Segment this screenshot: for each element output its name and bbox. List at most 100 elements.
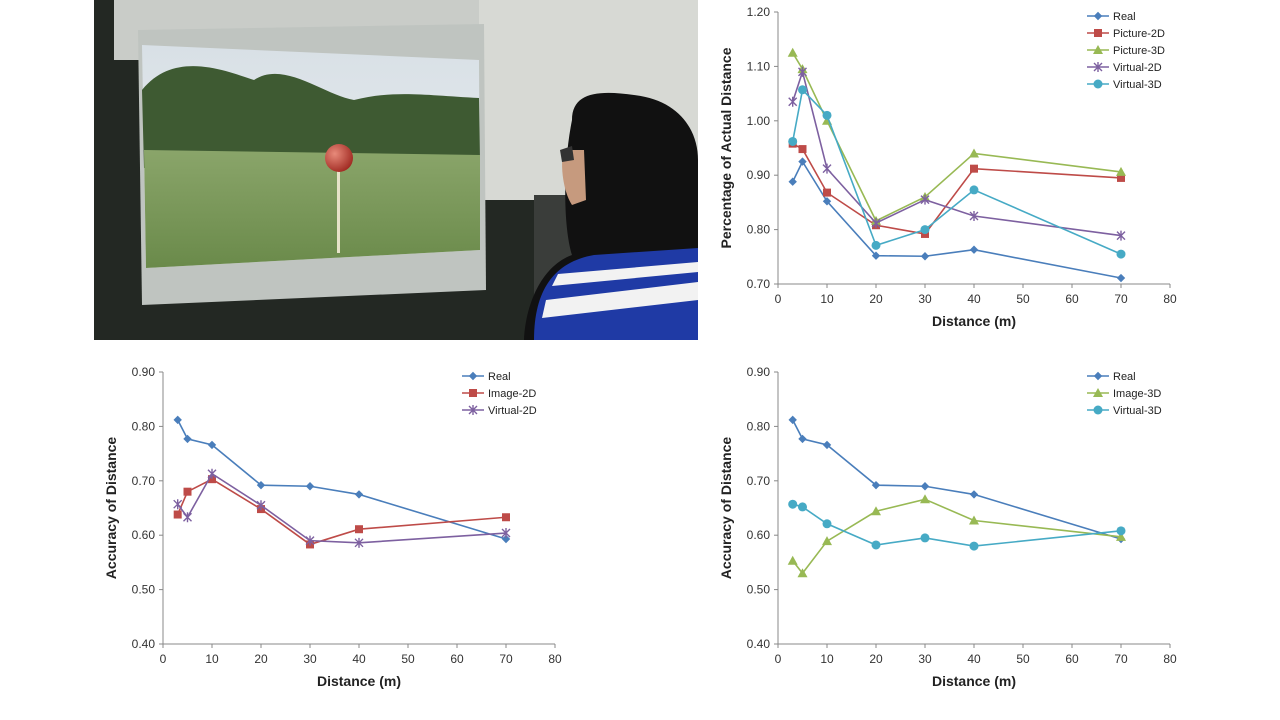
data-point bbox=[920, 533, 930, 543]
data-point bbox=[354, 537, 364, 548]
series-virtual-2d bbox=[788, 66, 1126, 241]
chart-svg: 0.40 0.50 0.60 0.70 0.80 0.90 0 10 20 30 40 50 60 70 8… bbox=[103, 365, 562, 689]
chart-percentage-of-actual-distance: 0.70 0.80 0.90 1.00 1.10 1.20 0 10 20 30 40 50 60 70 8… bbox=[700, 0, 1280, 345]
experiment-photo-drawing bbox=[94, 0, 698, 340]
x-tick-label: 60 bbox=[450, 652, 464, 666]
y-tick-label: 0.80 bbox=[747, 419, 771, 433]
data-point bbox=[501, 528, 511, 539]
person-glasses bbox=[560, 146, 574, 162]
legend-entry: Picture-2D bbox=[1113, 28, 1165, 40]
data-point bbox=[871, 240, 881, 250]
projected-grass bbox=[144, 150, 480, 268]
data-point bbox=[920, 494, 930, 504]
legend-entry: Virtual-3D bbox=[1113, 79, 1162, 91]
legend-marker bbox=[1093, 371, 1103, 381]
y-tick-label: 0.40 bbox=[747, 637, 771, 651]
legend-entry: Virtual-3D bbox=[1113, 405, 1162, 417]
series-image-2d bbox=[173, 475, 510, 549]
y-tick-label: 1.00 bbox=[747, 114, 771, 128]
legend: Real Image-3D Virtual-3D bbox=[1087, 371, 1162, 417]
experiment-photo bbox=[94, 0, 698, 340]
data-point bbox=[871, 218, 881, 229]
legend-marker bbox=[469, 389, 477, 397]
x-tick-label: 50 bbox=[401, 652, 415, 666]
data-point bbox=[871, 540, 881, 550]
data-point bbox=[823, 188, 831, 197]
series-line bbox=[176, 478, 507, 546]
data-point bbox=[788, 499, 798, 509]
data-point bbox=[1116, 273, 1126, 283]
x-tick-label: 10 bbox=[820, 292, 834, 306]
y-tick-label: 0.50 bbox=[747, 583, 771, 597]
chart-svg: 0.40 0.50 0.60 0.70 0.80 0.90 0 10 20 30 40 50 60 70 8… bbox=[718, 365, 1177, 689]
x-tick-label: 0 bbox=[160, 652, 167, 666]
series-line bbox=[792, 52, 1122, 222]
data-point bbox=[920, 482, 930, 491]
legend-marker bbox=[1094, 29, 1102, 37]
series-virtual-3d bbox=[788, 499, 1126, 551]
data-point bbox=[305, 535, 315, 546]
legend-marker bbox=[1093, 62, 1103, 72]
data-point bbox=[305, 482, 315, 491]
x-tick-label: 70 bbox=[499, 652, 513, 666]
legend-entry: Virtual-2D bbox=[1113, 62, 1162, 74]
data-point bbox=[822, 110, 832, 120]
legend-marker bbox=[468, 405, 478, 415]
legend-entry: Image-3D bbox=[1113, 388, 1161, 400]
data-point bbox=[822, 197, 832, 206]
data-point bbox=[788, 136, 798, 146]
series-virtual-2d bbox=[173, 468, 511, 548]
x-tick-label: 80 bbox=[1163, 652, 1177, 666]
x-tick-label: 40 bbox=[352, 652, 366, 666]
x-tick-label: 20 bbox=[869, 652, 883, 666]
y-tick-label: 0.70 bbox=[132, 474, 156, 488]
x-tick-label: 70 bbox=[1114, 292, 1128, 306]
legend-marker bbox=[468, 371, 478, 381]
y-tick-label: 0.70 bbox=[747, 474, 771, 488]
legend-marker bbox=[1093, 11, 1103, 21]
data-point bbox=[798, 157, 807, 166]
data-point bbox=[822, 163, 832, 174]
data-point bbox=[871, 506, 881, 516]
legend-entry: Real bbox=[488, 371, 511, 383]
target-pole bbox=[337, 168, 340, 253]
data-point bbox=[1116, 249, 1126, 259]
chart-accuracy-2d: 0.40 0.50 0.60 0.70 0.80 0.90 0 10 20 30 40 50 60 70 8… bbox=[90, 360, 670, 705]
series-line bbox=[791, 419, 1122, 540]
x-tick-label: 50 bbox=[1016, 652, 1030, 666]
person-face bbox=[562, 150, 586, 205]
legend-entry: Real bbox=[1113, 371, 1136, 383]
x-axis-title: Distance (m) bbox=[932, 673, 1016, 689]
legend-marker bbox=[1093, 45, 1103, 54]
y-tick-label: 1.10 bbox=[747, 59, 771, 73]
data-point bbox=[970, 164, 978, 173]
data-point bbox=[798, 85, 807, 95]
x-tick-label: 30 bbox=[918, 292, 932, 306]
shirt-stripes bbox=[542, 262, 698, 318]
y-tick-label: 0.90 bbox=[747, 365, 771, 379]
data-point bbox=[208, 475, 216, 484]
data-point bbox=[920, 252, 930, 261]
series-real bbox=[788, 157, 1126, 283]
legend-entry: Picture-3D bbox=[1113, 45, 1165, 57]
x-axis-title: Distance (m) bbox=[932, 313, 1016, 329]
data-point bbox=[969, 148, 979, 158]
data-point bbox=[797, 568, 808, 578]
data-point bbox=[798, 66, 807, 77]
data-point bbox=[822, 519, 832, 529]
y-tick-label: 0.60 bbox=[132, 528, 156, 542]
legend-marker bbox=[1093, 388, 1103, 397]
data-point bbox=[173, 499, 183, 510]
x-tick-label: 20 bbox=[869, 292, 883, 306]
data-point bbox=[798, 502, 807, 512]
legend-marker bbox=[1093, 79, 1103, 89]
series-virtual-3d bbox=[788, 85, 1126, 259]
data-point bbox=[822, 440, 832, 450]
data-point bbox=[1117, 173, 1125, 182]
y-tick-label: 0.50 bbox=[132, 583, 156, 597]
legend: Real Image-2D Virtual-2D bbox=[462, 371, 537, 417]
series-picture-3d bbox=[787, 47, 1126, 225]
y-tick-label: 1.20 bbox=[747, 5, 771, 19]
data-point bbox=[969, 245, 979, 254]
legend: Real Picture-2D Picture-3D Virtual-2D Virtua… bbox=[1087, 11, 1165, 91]
